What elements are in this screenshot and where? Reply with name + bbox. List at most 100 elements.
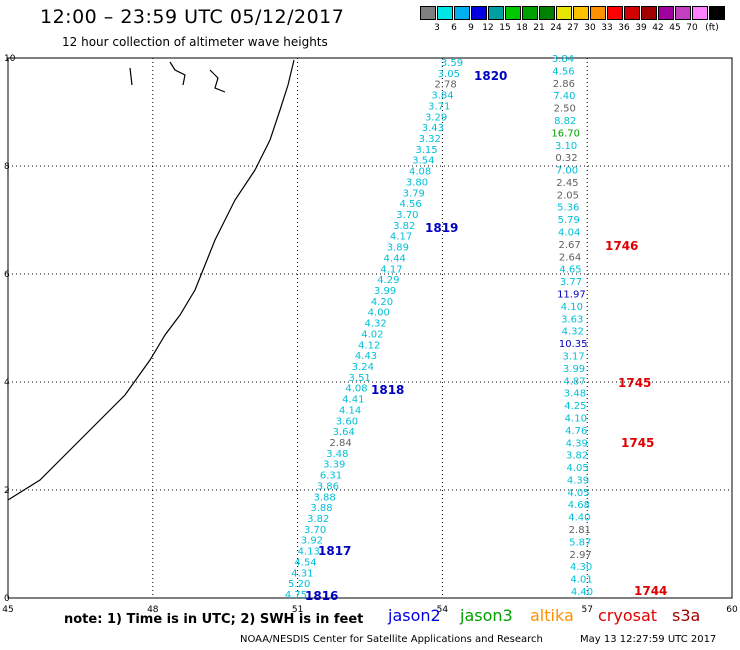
scale-swatch <box>607 6 623 20</box>
wave-height-label: 3.70 <box>396 210 418 221</box>
wave-height-label: 3.80 <box>406 177 428 188</box>
x-tick-label: 54 <box>437 605 449 615</box>
wave-height-label: 5.20 <box>288 579 310 590</box>
footer-credit: NOAA/NESDIS Center for Satellite Applica… <box>240 634 543 645</box>
island-outlines <box>129 61 226 93</box>
page-title: 12:00 – 23:59 UTC 05/12/2017 <box>40 6 345 28</box>
wave-height-label: 4.40 <box>571 587 593 598</box>
wave-height-label: 4.76 <box>565 426 587 437</box>
wave-height-label: 3.63 <box>561 314 583 325</box>
scale-label: 27 <box>567 23 579 33</box>
scale-label: 24 <box>550 23 562 33</box>
x-tick-label: 48 <box>147 605 159 615</box>
wave-height-label: 4.56 <box>399 199 421 210</box>
wave-height-label: 3.92 <box>301 536 323 547</box>
wave-height-label: 3.82 <box>307 514 329 525</box>
wave-height-label: 4.08 <box>409 167 431 178</box>
scale-label: 39 <box>635 23 647 33</box>
wave-height-label: 4.05 <box>566 463 588 474</box>
wave-height-label: 3.82 <box>393 221 415 232</box>
wave-height-label: 3.48 <box>564 389 586 400</box>
wave-height-label: 4.30 <box>570 562 592 573</box>
coastline <box>7 59 295 501</box>
wave-height-label: 3.43 <box>422 123 444 134</box>
scale-swatch <box>420 6 436 20</box>
wave-height-label: 4.31 <box>291 568 313 579</box>
scale-label: 18 <box>516 23 528 33</box>
wave-height-label: 3.24 <box>352 362 374 373</box>
wave-height-label: 4.25 <box>564 401 586 412</box>
wave-height-label: 4.17 <box>380 264 402 275</box>
wave-height-label: 16.70 <box>551 128 580 139</box>
wave-height-label: 4.13 <box>298 547 320 558</box>
wave-height-label: 4.43 <box>355 351 377 362</box>
scale-swatch <box>624 6 640 20</box>
wave-height-label: 3.10 <box>555 141 577 152</box>
wave-height-label: 4.65 <box>559 265 581 276</box>
scale-swatch <box>641 6 657 20</box>
x-tick-label: 57 <box>581 605 592 615</box>
wave-height-label: 3.48 <box>326 449 348 460</box>
wave-height-label: 2.05 <box>557 190 579 201</box>
wave-height-label: 3.88 <box>314 492 336 503</box>
wave-height-label: 4.04 <box>558 228 580 239</box>
y-tick-label: 10 <box>4 54 16 64</box>
x-tick-label: 51 <box>292 605 303 615</box>
scale-swatch <box>522 6 538 20</box>
wave-height-label: 3.70 <box>304 525 326 536</box>
wave-height-label: 5.79 <box>558 215 580 226</box>
scale-label: 6 <box>451 23 457 33</box>
x-tick-label: 45 <box>2 605 13 615</box>
pass-label: 1820 <box>474 69 507 83</box>
legend-jason3: jason3 <box>460 606 513 625</box>
wave-height-label: 4.29 <box>377 275 399 286</box>
wave-height-label: 2.64 <box>559 252 581 263</box>
wave-height-label: 4.41 <box>342 395 364 406</box>
wave-height-label: 3.84 <box>552 54 574 65</box>
wave-height-label: 4.87 <box>563 376 585 387</box>
wave-height-label: 4.32 <box>364 319 386 330</box>
wave-height-label: 4.32 <box>562 327 584 338</box>
scale-swatch <box>539 6 555 20</box>
pass-label: 1818 <box>371 383 404 397</box>
wave-height-label: 2.86 <box>553 79 575 90</box>
wave-height-label: 2.81 <box>569 525 591 536</box>
wave-height-label: 7.40 <box>553 91 575 102</box>
wave-height-label: 3.71 <box>428 101 450 112</box>
wave-height-label: 4.10 <box>565 413 587 424</box>
pass-label: 1816 <box>305 589 338 603</box>
map-frame <box>7 57 733 599</box>
scale-swatch <box>454 6 470 20</box>
wave-height-label: 4.20 <box>371 297 393 308</box>
wave-height-label: 4.05 <box>567 488 589 499</box>
scale-swatch <box>590 6 606 20</box>
wave-height-label: 4.75 <box>285 590 307 601</box>
wave-height-label: 5.36 <box>557 203 579 214</box>
wave-height-label: 10.35 <box>559 339 588 350</box>
legend-cryosat: cryosat <box>598 606 658 625</box>
scale-label: 21 <box>533 23 545 33</box>
pass-label: 1745 <box>621 436 654 450</box>
scale-swatch <box>437 6 453 20</box>
scale-label: 45 <box>669 23 681 33</box>
wave-height-label: 0.32 <box>555 153 577 164</box>
wave-height-label: 3.15 <box>415 145 437 156</box>
wave-height-label: 3.99 <box>563 364 585 375</box>
scale-label: 70 <box>686 23 698 33</box>
pass-label: 1746 <box>605 239 638 253</box>
legend-altika: altika <box>530 606 574 625</box>
wave-height-label: 2.50 <box>554 104 576 115</box>
x-tick-label: 60 <box>726 605 738 615</box>
wave-height-label: 5.87 <box>569 537 591 548</box>
wave-height-label: 4.10 <box>561 302 583 313</box>
scale-swatch <box>675 6 691 20</box>
scale-swatch <box>505 6 521 20</box>
wave-height-label: 4.39 <box>567 475 589 486</box>
wave-height-label: 4.00 <box>368 308 390 319</box>
scale-label: 33 <box>601 23 613 33</box>
wave-height-label: 2.67 <box>558 240 580 251</box>
wave-height-label: 4.40 <box>568 513 590 524</box>
wave-height-label: 6.31 <box>320 471 342 482</box>
scale-label: 15 <box>499 23 511 33</box>
wave-height-label: 3.17 <box>562 351 584 362</box>
